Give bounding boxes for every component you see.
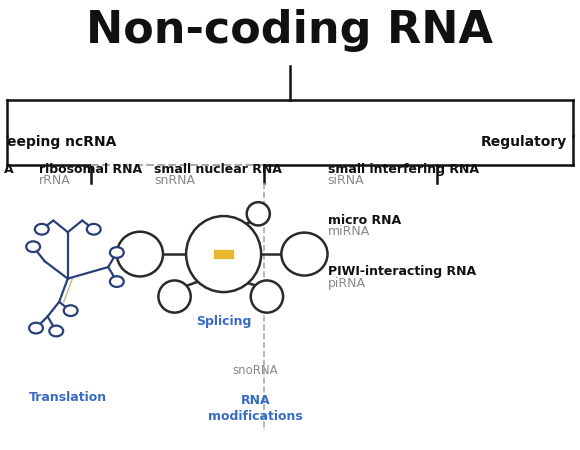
Text: piRNA: piRNA — [328, 277, 365, 290]
Text: eeping ncRNA: eeping ncRNA — [7, 135, 117, 149]
Text: RNA
modifications: RNA modifications — [208, 394, 303, 423]
Ellipse shape — [246, 202, 270, 225]
Text: rRNA: rRNA — [39, 174, 71, 187]
Text: siRNA: siRNA — [328, 174, 364, 187]
Text: ribosomal RNA: ribosomal RNA — [39, 162, 142, 176]
Bar — [230, 250, 233, 258]
Ellipse shape — [186, 216, 261, 292]
Text: Non-coding RNA: Non-coding RNA — [86, 9, 494, 52]
Circle shape — [49, 326, 63, 336]
Ellipse shape — [158, 280, 191, 313]
Bar — [213, 250, 216, 258]
Circle shape — [110, 247, 124, 258]
Text: Splicing: Splicing — [196, 315, 251, 328]
Circle shape — [87, 224, 101, 234]
Text: small interfering RNA: small interfering RNA — [328, 162, 478, 176]
Text: snoRNA: snoRNA — [233, 364, 278, 377]
Text: small nuclear RNA: small nuclear RNA — [154, 162, 282, 176]
Circle shape — [35, 224, 49, 234]
Circle shape — [26, 241, 40, 252]
Circle shape — [64, 305, 78, 316]
Circle shape — [110, 276, 124, 287]
Text: Regulatory: Regulatory — [481, 135, 567, 149]
Text: PIWI-interacting RNA: PIWI-interacting RNA — [328, 266, 476, 279]
Bar — [218, 250, 220, 258]
Text: miRNA: miRNA — [328, 225, 370, 238]
Bar — [222, 250, 224, 258]
Text: A: A — [4, 162, 14, 176]
Text: snRNA: snRNA — [154, 174, 195, 187]
Ellipse shape — [117, 232, 163, 276]
Text: micro RNA: micro RNA — [328, 214, 401, 227]
Text: Translation: Translation — [28, 391, 107, 404]
Ellipse shape — [251, 280, 283, 313]
Ellipse shape — [281, 233, 328, 275]
Bar — [226, 250, 229, 258]
Circle shape — [29, 323, 43, 333]
